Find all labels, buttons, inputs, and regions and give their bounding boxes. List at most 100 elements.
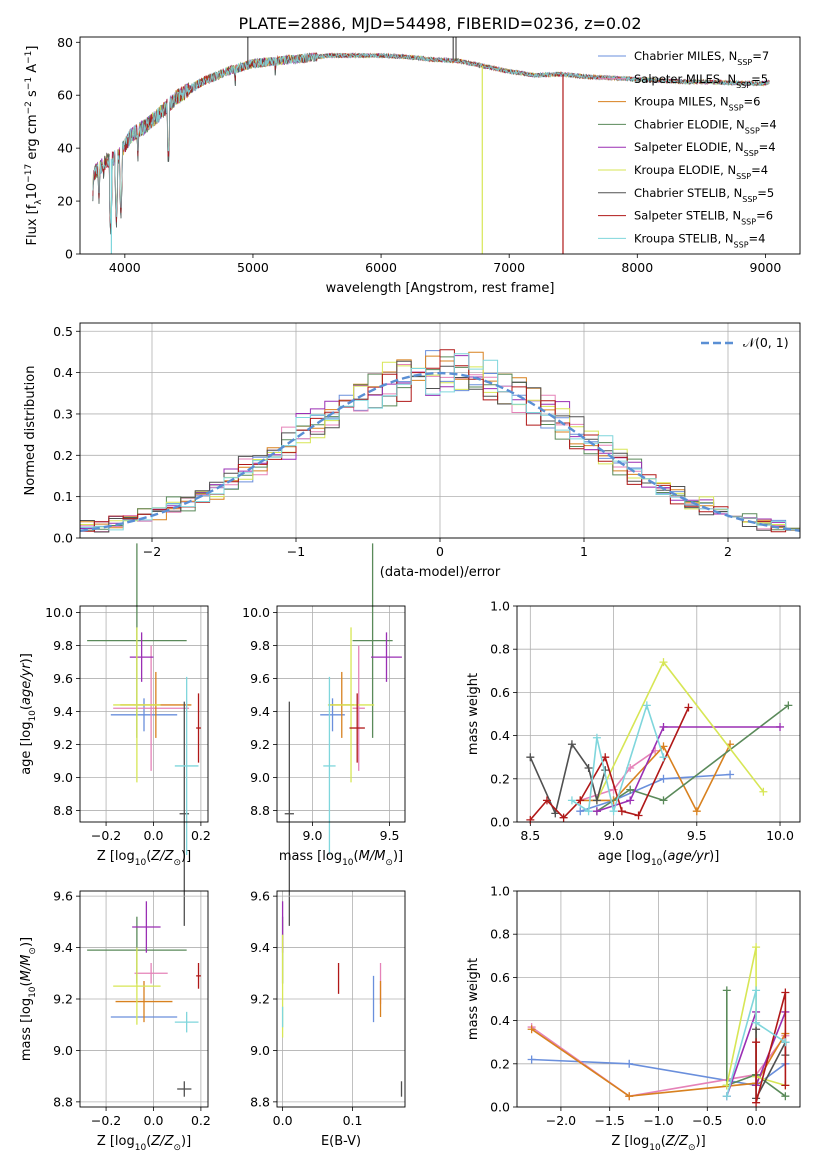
y-tick-label: 0.1 xyxy=(53,489,73,504)
legend-label: Salpeter STELIB, NSSP=6 xyxy=(634,209,773,227)
weight-point-salpeter-stelib xyxy=(781,1081,790,1090)
y-tick-label: 9.6 xyxy=(250,889,270,904)
x-tick-label: 9.5 xyxy=(687,828,707,843)
mass_vs_ebv-xlabel: E(B-V) xyxy=(321,1134,361,1149)
legend-text: Salpeter ELODIE, N xyxy=(634,140,744,154)
label-part: )] xyxy=(696,1134,706,1149)
x-tick-label: 1 xyxy=(580,544,588,559)
weight_vs_age-series xyxy=(526,658,793,824)
y-tick-label: 9.4 xyxy=(250,704,270,719)
x-tick-label: 9.0 xyxy=(303,828,323,843)
x-tick-label: 2 xyxy=(724,544,732,559)
y-tick-label: 0.2 xyxy=(53,448,73,463)
label-part: λ xyxy=(34,199,44,205)
y-tick-label: 9.4 xyxy=(250,940,270,955)
y-tick-label: 9.4 xyxy=(53,704,73,719)
weight_vs_Z-ylabel: mass weight xyxy=(466,958,481,1040)
y-tick-label: 0.8 xyxy=(490,927,510,942)
legend-text: Kroupa STELIB, N xyxy=(634,231,734,245)
weight-point-chabrier-miles xyxy=(659,774,668,783)
weight-line-salpeter-miles xyxy=(531,1026,787,1098)
x-tick-label: 0.2 xyxy=(191,828,211,843)
label-part: (data-model)/error xyxy=(380,565,501,580)
plot-root: 4000 5000 6000 7000 8000 9000020406080wavelen… xyxy=(19,35,801,1153)
label-part: Z [log xyxy=(611,1134,649,1149)
weight-point-chabrier-elodie xyxy=(784,701,793,710)
weight-point-kroupa-stelib xyxy=(781,1038,790,1047)
weight-line-chabrier-elodie xyxy=(596,704,789,812)
label-part: −2 xyxy=(24,101,34,114)
weight-line-kroupa-stelib xyxy=(726,990,786,1097)
weight_vs_Z-frame xyxy=(516,890,801,1108)
residuals-ylabel: Normed distribution xyxy=(23,366,38,496)
legend-suffix: =4 xyxy=(759,140,776,154)
legend-text: Chabrier STELIB, N xyxy=(634,186,742,200)
weight-point-chabrier-elodie xyxy=(781,1092,790,1101)
age_vs_Z-axes: −0.2 0.0 0.2 8.8 9.0 9.2 9.4 9.6 9.8 10.0 xyxy=(45,605,211,843)
legend-text: Salpeter STELIB, N xyxy=(634,209,741,223)
label-part: erg cm xyxy=(25,114,40,163)
legend-sub: SSP xyxy=(741,217,756,226)
label-part: ( xyxy=(146,1134,151,1149)
label-part: Z [log xyxy=(97,1134,135,1149)
weight-point-chabrier-elodie xyxy=(659,796,668,805)
histogram-kroupa-stelib xyxy=(80,353,800,533)
legend-suffix: =4 xyxy=(760,117,777,131)
weight-point-kroupa-stelib xyxy=(752,1018,761,1027)
y-tick-label: 1.0 xyxy=(490,599,510,614)
residuals-axes: −2 −1 0 1 2 0.0 0.1 0.2 0.3 0.4 0.5 xyxy=(53,323,800,559)
legend-sub: SSP xyxy=(736,80,751,89)
weight-point-kroupa-elodie xyxy=(659,658,668,667)
age_vs_Z-points xyxy=(87,543,201,926)
label-part: age/yr xyxy=(667,849,710,864)
weight-line-salpeter-elodie xyxy=(596,726,780,812)
legend-suffix: =7 xyxy=(752,49,769,63)
legend-suffix: =6 xyxy=(756,209,773,223)
label-part: age [log xyxy=(19,722,34,775)
y-tick-label: 0 xyxy=(65,247,73,262)
weight-point-salpeter-elodie xyxy=(659,722,668,731)
weight-point-kroupa-miles xyxy=(625,1092,634,1101)
y-tick-label: 0.4 xyxy=(490,728,510,743)
weight-point-kroupa-miles xyxy=(527,1025,536,1034)
weight-point-chabrier-miles xyxy=(527,1055,536,1064)
spectrum-ylabel: Flux [fλ10−17 erg cm−2 s−1 A−1] xyxy=(24,46,44,246)
weight_vs_Z-series xyxy=(527,943,790,1107)
legend-sub: SSP xyxy=(737,58,752,67)
label-part: )] xyxy=(181,1134,191,1149)
weight-line-kroupa-miles xyxy=(531,1028,787,1098)
weight_vs_age-frame xyxy=(516,605,801,823)
mass_vs_ebv-points xyxy=(281,901,403,1097)
x-tick-label: −0.2 xyxy=(91,1113,121,1128)
y-tick-label: 0.2 xyxy=(490,771,510,786)
y-tick-label: 9.2 xyxy=(53,737,73,752)
label-part: 10 xyxy=(649,1143,661,1153)
weight-point-kroupa-elodie xyxy=(759,787,768,796)
legend-label: Kroupa ELODIE, NSSP=4 xyxy=(634,163,768,181)
label-part: Z/Z xyxy=(150,849,174,864)
label-part: )] xyxy=(19,653,34,663)
legend-sub: SSP xyxy=(745,126,760,135)
y-tick-label: 8.8 xyxy=(53,1094,73,1109)
weight-point-kroupa-miles xyxy=(692,807,701,816)
y-tick-label: 8.8 xyxy=(250,1094,270,1109)
x-tick-label: 8000 xyxy=(621,260,653,275)
legend-text: Chabrier MILES, N xyxy=(634,49,737,63)
weight-line-salpeter-miles xyxy=(580,750,656,802)
label-part: 10 xyxy=(651,858,663,868)
weight-point-kroupa-stelib xyxy=(609,807,618,816)
figure-title: PLATE=2886, MJD=54498, FIBERID=0236, z=0… xyxy=(238,14,641,33)
weight-point-kroupa-stelib xyxy=(592,733,601,742)
x-tick-label: 8.5 xyxy=(520,828,540,843)
y-tick-label: 0.8 xyxy=(490,642,510,657)
weight_vs_age-ylabel: mass weight xyxy=(466,673,481,755)
weight-point-salpeter-elodie xyxy=(626,796,635,805)
spectrum-axes: 4000 5000 6000 7000 8000 9000 0 20 40 60 80 xyxy=(57,35,781,275)
y-tick-label: 60 xyxy=(57,88,73,103)
weight-point-chabrier-miles xyxy=(576,807,585,816)
label-part: ( xyxy=(354,849,359,864)
age_vs_mass-frame xyxy=(276,605,406,823)
x-tick-label: 9.0 xyxy=(604,828,624,843)
legend-suffix: =5 xyxy=(751,72,768,86)
